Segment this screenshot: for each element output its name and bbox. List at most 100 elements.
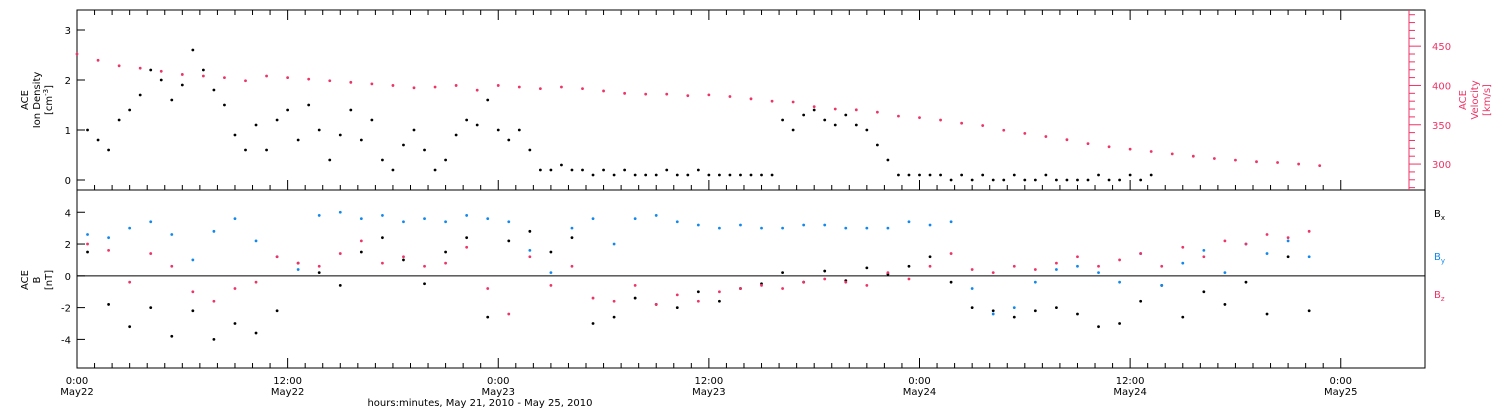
velocity-label-line-1: ACE [1458,90,1469,110]
by-point [570,226,574,230]
legend-symbol: B [1434,290,1441,301]
density-point [296,138,300,142]
legend-subscript: x [1441,214,1445,222]
bz-point [696,299,700,303]
by-point [338,210,342,214]
density-point [760,173,763,177]
bz-point [402,255,405,259]
density-tick-label: 1 [65,126,71,137]
by-point [254,239,258,243]
density-axis-label: ACE Ion Density [cm-3] [20,72,55,129]
density-point [581,168,584,172]
density-point [1128,173,1132,177]
density-point [328,158,332,162]
density-point [549,168,553,172]
legend-subscript: y [1441,257,1445,265]
by-point [1076,264,1079,268]
x-tick-time: 0:00 [908,376,930,387]
bx-point [1033,309,1037,313]
density-point [402,143,405,147]
velocity-point [1318,164,1322,168]
density-point [286,108,290,112]
x-tick-date: May24 [1113,387,1146,398]
density-point [159,78,163,82]
bx-point [1076,312,1079,316]
bz-point [1118,258,1121,262]
bx-point [486,315,490,319]
velocity-point [918,116,921,120]
by-point [1033,280,1037,284]
velocity-label-line-2: Velocity [1470,80,1481,119]
density-point [275,118,279,122]
legend-subscript: z [1441,295,1445,303]
by-point [823,223,827,227]
density-point [1118,178,1121,182]
density-point [149,68,153,72]
by-point [170,233,174,236]
bx-point [86,250,89,254]
bx-point [675,306,679,310]
by-point [465,214,469,217]
density-point [117,118,121,122]
density-point [875,143,879,147]
by-point [991,312,995,316]
by-point [802,223,806,227]
density-point [770,173,774,177]
velocity-point [1212,157,1216,160]
bz-point [549,283,553,287]
bx-point [107,303,110,306]
x-tick-time: 0:00 [66,376,88,387]
x-tick-time: 12:00 [1116,376,1145,387]
bz-point [1055,261,1058,265]
bz-point [612,299,616,303]
bx-point [423,282,426,286]
density-point [1012,173,1016,177]
x-tick-time: 12:00 [694,376,723,387]
bz-point [886,271,890,275]
bz-point [675,293,679,297]
bx-point [128,325,132,329]
x-tick-date: May22 [60,387,93,398]
density-point [1107,178,1111,182]
density-tick-label: 2 [65,76,71,87]
density-point [138,93,142,97]
density-point [560,163,563,167]
velocity-point [939,118,942,122]
bz-point [359,239,363,243]
density-tick-label: 3 [65,26,71,37]
bx-point [1012,315,1016,319]
velocity-point [897,114,900,118]
bz-point [275,255,279,259]
velocity-label-line-3: [km/s] [1482,84,1493,116]
by-point [928,223,932,227]
velocity-point [791,100,795,104]
x-tick-date: May25 [1324,387,1357,398]
velocity-tick-label: 400 [1432,81,1451,92]
density-point [1033,178,1037,182]
bz-point [149,252,153,255]
density-point [359,138,363,142]
b-tick-label: -4 [61,335,71,346]
density-point [686,173,690,177]
density-point [781,118,784,122]
velocity-axis-label: ACE Velocity [km/s] [1458,80,1493,119]
legend-bx: Bx [1434,209,1445,222]
by-point [486,217,490,221]
density-tick-label: 0 [65,176,71,187]
bx-point [633,296,637,300]
velocity-point [602,89,605,93]
density-point [865,128,869,132]
bx-point [1181,315,1185,319]
bz-point [718,290,721,294]
by-point [528,248,532,252]
velocity-point [391,84,395,87]
bx-point [823,269,827,273]
density-point [370,118,374,122]
by-point [949,220,953,224]
bz-point [760,283,763,287]
velocity-point [581,87,584,91]
density-point [391,168,395,172]
bx-point [591,322,595,325]
density-point [707,173,711,177]
